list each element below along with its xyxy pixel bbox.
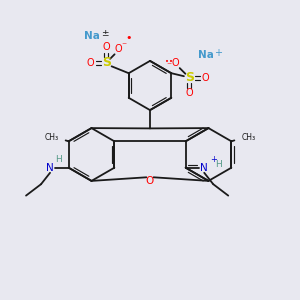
Text: CH₃: CH₃ [241, 133, 255, 142]
Text: CH₃: CH₃ [45, 133, 59, 142]
Text: N: N [46, 163, 54, 173]
Text: H: H [55, 155, 62, 164]
Text: O: O [201, 73, 209, 83]
Text: ⁻: ⁻ [122, 41, 127, 51]
Text: Na: Na [84, 31, 100, 41]
Text: Na: Na [198, 50, 214, 60]
Text: +: + [210, 155, 217, 164]
Text: ••: •• [165, 59, 173, 65]
Text: •: • [126, 33, 132, 43]
Text: ±: ± [100, 29, 108, 38]
Text: O: O [102, 42, 110, 52]
Text: O: O [87, 58, 94, 68]
Text: O: O [146, 176, 154, 186]
Text: O: O [114, 44, 122, 55]
Text: S: S [102, 56, 111, 69]
Text: N: N [200, 163, 208, 173]
Text: S: S [185, 71, 194, 84]
Text: O: O [172, 58, 179, 68]
Text: +: + [214, 48, 222, 58]
Text: O: O [185, 88, 193, 98]
Text: H: H [215, 160, 222, 169]
Text: ⁻: ⁻ [167, 61, 172, 72]
